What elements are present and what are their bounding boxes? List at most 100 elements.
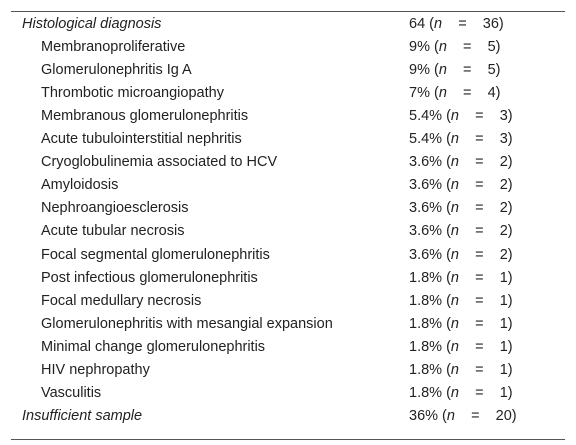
value-part: = 2) bbox=[459, 200, 513, 217]
row-value: 64 (n = 36) bbox=[409, 13, 504, 36]
value-part: 3.6% ( bbox=[409, 177, 451, 194]
n-symbol: n bbox=[438, 39, 447, 56]
item-row: Minimal change glomerulonephritis 1.8% (n… bbox=[11, 336, 565, 359]
section-row: Histological diagnosis 64 (n = 36) bbox=[11, 13, 565, 36]
n-symbol: n bbox=[450, 223, 459, 240]
row-label: Glomerulonephritis Ig A bbox=[41, 62, 192, 79]
item-row: Post infectious glomerulonephritis 1.8% (… bbox=[11, 267, 565, 290]
value-part: 64 ( bbox=[409, 16, 434, 32]
row-value: 1.8% (n = 1) bbox=[409, 359, 513, 382]
n-symbol: n bbox=[450, 384, 459, 401]
value-part: = 3) bbox=[459, 131, 513, 148]
row-value: 9% (n = 5) bbox=[409, 36, 501, 59]
value-part: = 2) bbox=[459, 246, 513, 263]
item-row: Focal medullary necrosis 1.8% (n = 1) bbox=[11, 290, 565, 313]
value-part: 9% ( bbox=[409, 39, 439, 56]
item-row: Thrombotic microangiopathy 7% (n = 4) bbox=[11, 82, 565, 105]
row-label: Acute tubulointerstitial nephritis bbox=[41, 131, 242, 148]
value-part: = 1) bbox=[459, 315, 513, 332]
row-label: Focal segmental glomerulonephritis bbox=[41, 246, 270, 263]
value-part: 7% ( bbox=[409, 85, 439, 102]
value-part: = 4) bbox=[446, 85, 501, 102]
value-part: = 5) bbox=[446, 39, 501, 56]
n-symbol: n bbox=[450, 131, 459, 148]
value-part: = 36) bbox=[442, 16, 504, 32]
row-value: 1.8% (n = 1) bbox=[409, 290, 513, 313]
value-part: = 2) bbox=[459, 223, 513, 240]
n-symbol: n bbox=[450, 154, 459, 171]
value-part: = 2) bbox=[459, 177, 513, 194]
row-label: Cryoglobulinemia associated to HCV bbox=[41, 154, 278, 171]
item-row: Glomerulonephritis Ig A 9% (n = 5) bbox=[11, 59, 565, 82]
value-part: 1.8% ( bbox=[409, 384, 451, 401]
value-part: = 1) bbox=[459, 338, 513, 355]
value-part: 3.6% ( bbox=[409, 223, 451, 240]
value-part: = 1) bbox=[459, 384, 513, 401]
n-symbol: n bbox=[434, 16, 443, 32]
row-value: 1.8% (n = 1) bbox=[409, 313, 513, 336]
row-value: 1.8% (n = 1) bbox=[409, 336, 513, 359]
value-part: 1.8% ( bbox=[409, 315, 451, 332]
value-part: 9% ( bbox=[409, 62, 439, 79]
row-value: 3.6% (n = 2) bbox=[409, 220, 513, 243]
row-label: Histological diagnosis bbox=[22, 16, 162, 32]
n-symbol: n bbox=[450, 269, 459, 286]
row-value: 7% (n = 4) bbox=[409, 82, 501, 105]
row-label: Thrombotic microangiopathy bbox=[41, 85, 224, 102]
row-value: 1.8% (n = 1) bbox=[409, 382, 513, 405]
table: Histological diagnosis 64 (n = 36) Membran… bbox=[11, 11, 565, 440]
n-symbol: n bbox=[450, 315, 459, 332]
row-value: 1.8% (n = 1) bbox=[409, 267, 513, 290]
row-label: Amyloidosis bbox=[41, 177, 119, 194]
row-label: Nephroangioesclerosis bbox=[41, 200, 189, 217]
row-label: HIV nephropathy bbox=[41, 361, 150, 378]
value-part: = 1) bbox=[459, 269, 513, 286]
value-part: 5.4% ( bbox=[409, 131, 451, 148]
value-part: 1.8% ( bbox=[409, 338, 451, 355]
item-row: Membranoproliferative 9% (n = 5) bbox=[11, 36, 565, 59]
value-part: = 2) bbox=[459, 154, 513, 171]
row-value: 3.6% (n = 2) bbox=[409, 244, 513, 267]
value-part: = 5) bbox=[446, 62, 501, 79]
row-value: 3.6% (n = 2) bbox=[409, 151, 513, 174]
n-symbol: n bbox=[450, 292, 459, 309]
item-row: Acute tubular necrosis 3.6% (n = 2) bbox=[11, 220, 565, 243]
row-value: 9% (n = 5) bbox=[409, 59, 501, 82]
item-row: Membranous glomerulonephritis 5.4% (n = 3… bbox=[11, 105, 565, 128]
n-symbol: n bbox=[438, 62, 447, 79]
row-label: Membranoproliferative bbox=[41, 39, 186, 56]
value-part: 3.6% ( bbox=[409, 154, 451, 171]
row-label: Insufficient sample bbox=[22, 407, 143, 424]
row-value: 5.4% (n = 3) bbox=[409, 128, 513, 151]
value-part: 36% ( bbox=[409, 407, 447, 424]
item-row: Focal segmental glomerulonephritis 3.6% (… bbox=[11, 244, 565, 267]
item-row: Nephroangioesclerosis 3.6% (n = 2) bbox=[11, 197, 565, 220]
n-symbol: n bbox=[450, 200, 459, 217]
value-part: = 20) bbox=[454, 407, 517, 424]
value-part: 5.4% ( bbox=[409, 108, 451, 125]
value-part: 1.8% ( bbox=[409, 292, 451, 309]
item-row: Vasculitis 1.8% (n = 1) bbox=[11, 382, 565, 405]
value-part: 3.6% ( bbox=[409, 246, 451, 263]
item-row: Acute tubulointerstitial nephritis 5.4% (… bbox=[11, 128, 565, 151]
row-label: Minimal change glomerulonephritis bbox=[41, 338, 266, 355]
n-symbol: n bbox=[450, 108, 459, 125]
row-label: Acute tubular necrosis bbox=[41, 223, 185, 240]
item-row: HIV nephropathy 1.8% (n = 1) bbox=[11, 359, 565, 382]
n-symbol: n bbox=[446, 407, 455, 424]
n-symbol: n bbox=[438, 85, 447, 102]
row-label: Glomerulonephritis with mesangial expans… bbox=[41, 315, 333, 332]
row-value: 3.6% (n = 2) bbox=[409, 174, 513, 197]
value-part: = 1) bbox=[459, 292, 513, 309]
value-part: = 1) bbox=[459, 361, 513, 378]
row-label: Vasculitis bbox=[41, 384, 102, 401]
n-symbol: n bbox=[450, 361, 459, 378]
value-part: 1.8% ( bbox=[409, 361, 451, 378]
item-row: Amyloidosis 3.6% (n = 2) bbox=[11, 174, 565, 197]
row-value: 5.4% (n = 3) bbox=[409, 105, 513, 128]
n-symbol: n bbox=[450, 246, 459, 263]
n-symbol: n bbox=[450, 338, 459, 355]
item-row: Cryoglobulinemia associated to HCV 3.6% (… bbox=[11, 151, 565, 174]
row-value: 3.6% (n = 2) bbox=[409, 197, 513, 220]
